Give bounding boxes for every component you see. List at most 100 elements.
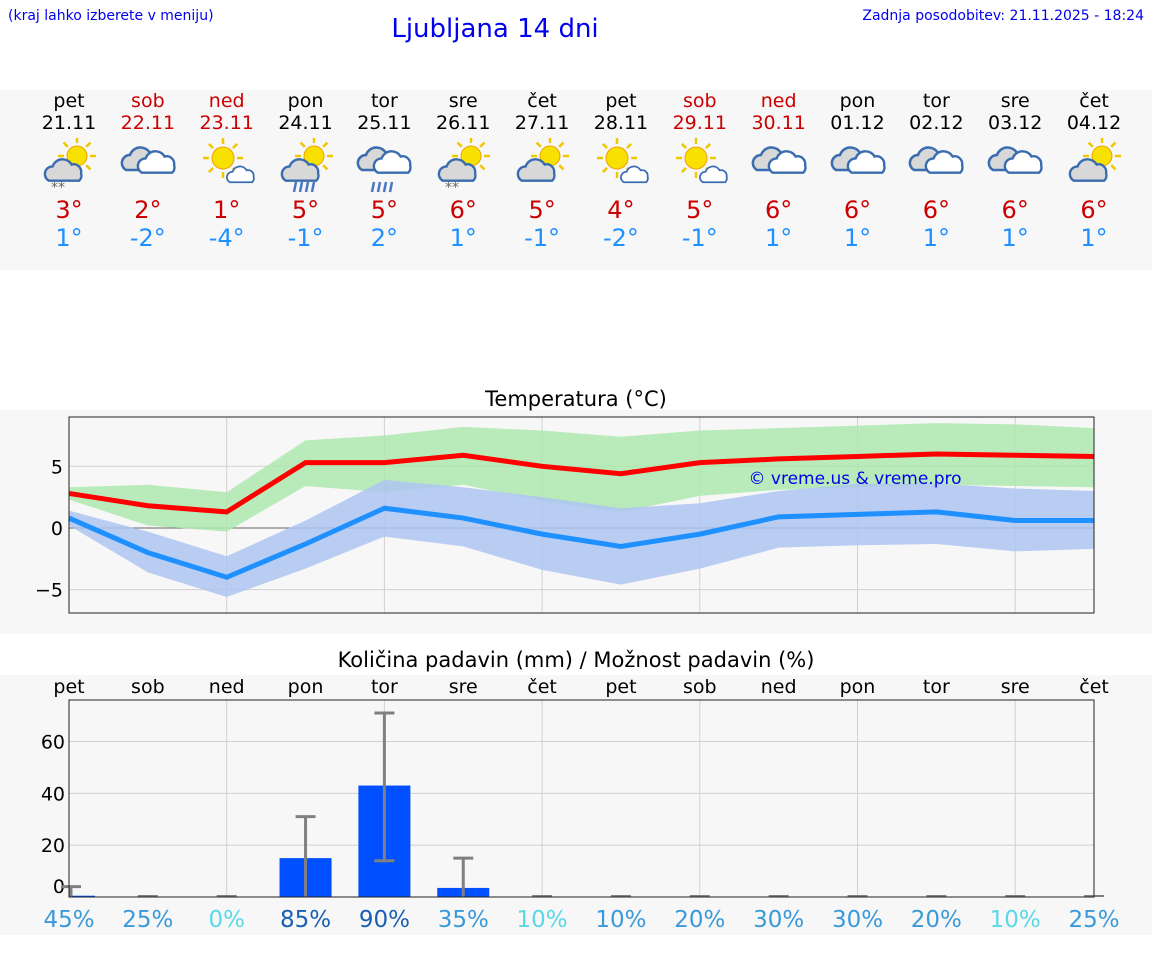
precip-probability: 35% — [438, 907, 489, 933]
cloudy-icon — [908, 146, 964, 174]
day-name: ned — [208, 90, 245, 112]
precip-probability: 30% — [832, 907, 883, 933]
x-category-label: pon — [288, 676, 324, 698]
precip-probability: 25% — [122, 907, 173, 933]
day-column: ned 30.11 6° 1° — [740, 90, 818, 252]
min-temp: -1° — [524, 224, 561, 252]
max-temp: 6° — [1001, 196, 1029, 224]
day-date: 30.11 — [751, 112, 806, 134]
x-category-label: sre — [449, 676, 478, 698]
sun-small-cloud-icon — [675, 138, 728, 184]
max-temp: 3° — [55, 196, 83, 224]
y-tick-label: 0 — [53, 876, 65, 898]
y-tick-label: 20 — [41, 835, 65, 857]
day-column: pet 28.11 4° -2° — [582, 90, 660, 252]
min-temp: 1° — [843, 224, 872, 252]
precip-plot-area — [69, 700, 1094, 897]
day-name: ned — [760, 90, 797, 112]
precip-probability: 0% — [208, 907, 245, 933]
day-date: 26.11 — [436, 112, 491, 134]
day-column: pon 01.12 6° 1° — [819, 90, 897, 252]
max-temp: 6° — [843, 196, 872, 224]
cloudy-rain-icon — [357, 146, 413, 193]
x-category-label: pon — [840, 676, 876, 698]
day-column: čet 27.11 5° -1° — [503, 90, 581, 252]
precip-probability: 10% — [595, 907, 646, 933]
max-temp: 5° — [686, 196, 714, 224]
max-temp: 5° — [291, 196, 320, 224]
y-tick-label: 5 — [51, 456, 63, 478]
max-temp: 5° — [370, 196, 399, 224]
min-temp: -2° — [602, 224, 639, 252]
day-column: čet 04.12 6° 1° — [1055, 90, 1133, 252]
cloudy-icon — [120, 146, 176, 174]
day-name: čet — [527, 90, 557, 112]
day-column: sob 22.11 2° -2° — [109, 90, 187, 252]
max-temp-line — [68, 451, 1095, 515]
day-column: ned 23.11 1° -4° — [188, 90, 266, 252]
min-temp: 1° — [1080, 224, 1108, 252]
max-temp: 6° — [449, 196, 477, 224]
day-column: tor 02.12 6° 1° — [897, 90, 975, 252]
daily-forecast-strip: pet 21.11 ** 3° 1° sob 22.11 2° -2° ned 23… — [0, 90, 1152, 270]
day-name: čet — [1079, 90, 1109, 112]
precip-probability: 25% — [1068, 907, 1119, 933]
day-column: sob 29.11 5° -1° — [661, 90, 739, 252]
day-date: 22.11 — [120, 112, 176, 134]
x-category-label: tor — [923, 676, 950, 698]
location-hint: (kraj lahko izberete v meniju) — [8, 8, 214, 24]
x-category-label: sob — [131, 676, 165, 698]
day-date: 28.11 — [593, 112, 649, 134]
day-date: 24.11 — [278, 112, 333, 134]
svg-text:**: ** — [445, 180, 459, 194]
max-temp: 5° — [528, 196, 556, 224]
sun-cloud-rain-icon — [280, 138, 333, 193]
day-date: 03.12 — [987, 112, 1043, 134]
x-category-label: tor — [371, 676, 398, 698]
precip-probability: 10% — [990, 907, 1041, 933]
max-temp: 4° — [607, 196, 635, 224]
precip-probability: 45% — [43, 907, 94, 933]
day-name: pon — [839, 90, 876, 112]
last-updated: Zadnja posodobitev: 21.11.2025 - 18:24 — [862, 8, 1144, 24]
precip-probability: 90% — [359, 907, 410, 933]
day-date: 21.11 — [41, 112, 97, 134]
min-temp: 1° — [765, 224, 793, 252]
sun-cloud-snow-icon: ** — [437, 138, 491, 194]
cloudy-icon — [751, 146, 807, 174]
y-tick-label: 60 — [41, 731, 65, 753]
sun-cloud-snow-icon: ** — [43, 138, 96, 194]
watermark: © vreme.us & vreme.pro — [748, 469, 961, 489]
day-date: 23.11 — [199, 112, 254, 134]
day-date: 27.11 — [514, 112, 570, 134]
day-column: sre 26.11 ** 6° 1° — [424, 90, 502, 252]
max-temp: 1° — [213, 196, 241, 224]
temperature-chart-title: Temperatura (°C) — [485, 387, 667, 411]
temperature-plot-frame — [68, 416, 1095, 614]
x-category-label: čet — [527, 676, 557, 698]
max-temp: 6° — [1080, 196, 1108, 224]
precipitation-chart-title: Količina padavin (mm) / Možnost padavin … — [337, 648, 815, 672]
x-category-label: ned — [761, 676, 797, 698]
day-name: tor — [370, 90, 398, 112]
precip-plot-frame — [68, 699, 1095, 898]
min-temp: 1° — [1001, 224, 1029, 252]
day-date: 04.12 — [1066, 112, 1122, 134]
sun-small-cloud-icon — [202, 138, 255, 184]
y-tick-label: 0 — [51, 518, 63, 540]
min-temp-line — [67, 505, 1095, 580]
x-category-label: pet — [53, 676, 84, 698]
day-name: pet — [605, 90, 637, 112]
svg-text:**: ** — [51, 180, 65, 194]
min-temp: 2° — [370, 224, 399, 252]
max-temp: 2° — [134, 196, 162, 224]
max-temp: 6° — [922, 196, 950, 224]
day-column: sre 03.12 6° 1° — [976, 90, 1054, 252]
x-category-label: pet — [605, 676, 636, 698]
day-name: sob — [683, 90, 717, 112]
min-temp: 1° — [55, 224, 83, 252]
cloudy-icon — [987, 146, 1043, 174]
min-temp: -1° — [681, 224, 718, 252]
day-name: pet — [53, 90, 85, 112]
